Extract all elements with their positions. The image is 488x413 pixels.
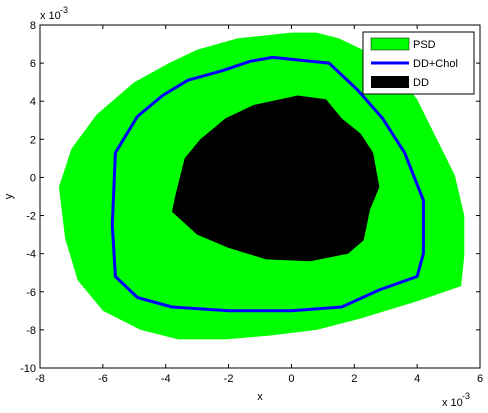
axes-box <box>39 24 481 369</box>
x-tick-label: -6 <box>98 373 108 385</box>
legend: PSD DD+Chol DD <box>362 31 475 95</box>
y-tick-label: -8 <box>26 325 36 337</box>
legend-entry-dd-chol: DD+Chol <box>413 58 458 70</box>
y-axis-label: y <box>3 193 15 199</box>
legend-swatch-psd <box>370 37 410 51</box>
y-tick-label: -2 <box>26 211 36 223</box>
x-scale-factor: x 10 -3 <box>442 391 470 409</box>
y-tick-label: -6 <box>26 287 36 299</box>
y-tick-label: 6 <box>30 58 36 70</box>
x-scale-exponent: -3 <box>462 391 470 401</box>
y-scale-label: x 10 <box>40 10 61 22</box>
legend-swatch-dd <box>371 76 409 88</box>
series-line-dd-chol <box>110 55 425 313</box>
y-tick-label: 2 <box>30 134 36 146</box>
plot-area <box>58 32 465 340</box>
y-tick-label: 8 <box>30 20 36 32</box>
x-tick-label: -2 <box>224 373 234 385</box>
y-tick-label: -10 <box>20 363 36 375</box>
x-tick-label: -4 <box>161 373 171 385</box>
legend-entry-psd: PSD <box>413 39 436 51</box>
x-axis-label: x <box>257 391 263 403</box>
y-scale-exponent: -3 <box>60 5 68 15</box>
y-tick-label: -4 <box>26 249 36 261</box>
x-tick-label: 2 <box>351 373 357 385</box>
x-tick-label: 6 <box>477 373 483 385</box>
legend-entry-dd: DD <box>413 77 429 89</box>
y-tick-label: 0 <box>30 172 36 184</box>
x-tick-label: -8 <box>35 373 45 385</box>
y-tick-label: 4 <box>30 96 36 108</box>
y-scale-factor: x 10 -3 <box>40 5 68 22</box>
x-tick-label: 4 <box>414 373 420 385</box>
region-dd <box>172 95 380 262</box>
x-scale-label: x 10 <box>442 397 463 409</box>
x-tick-label: 0 <box>288 373 294 385</box>
